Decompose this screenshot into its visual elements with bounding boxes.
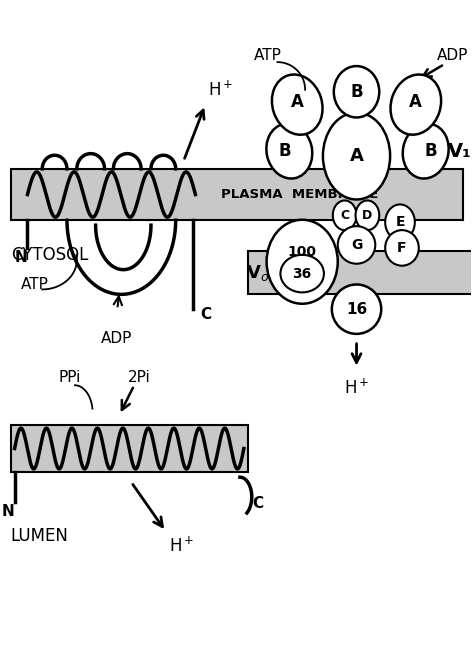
Text: F: F	[397, 241, 407, 255]
Text: V₁: V₁	[447, 141, 471, 160]
Bar	[10, 425, 248, 472]
Ellipse shape	[323, 112, 390, 199]
Bar	[248, 251, 473, 295]
Ellipse shape	[332, 284, 381, 334]
Text: D: D	[362, 209, 373, 222]
Text: B: B	[424, 142, 437, 160]
Text: N: N	[14, 251, 27, 265]
Text: 16: 16	[346, 302, 367, 317]
Ellipse shape	[333, 201, 356, 230]
Ellipse shape	[356, 201, 379, 230]
Text: 2Pi: 2Pi	[128, 370, 150, 385]
Text: ATP: ATP	[254, 47, 282, 63]
Text: C: C	[340, 209, 349, 222]
Text: B: B	[278, 142, 291, 160]
Text: C: C	[252, 496, 263, 511]
Text: A: A	[410, 93, 422, 110]
Text: CYTOSOL: CYTOSOL	[10, 246, 88, 264]
Text: ADP: ADP	[100, 331, 132, 346]
Ellipse shape	[281, 255, 324, 293]
Text: N: N	[1, 504, 14, 519]
Ellipse shape	[266, 123, 312, 178]
Ellipse shape	[385, 204, 415, 240]
Text: E: E	[395, 215, 405, 229]
Text: G: G	[351, 238, 362, 252]
Text: V$_o$: V$_o$	[246, 263, 269, 282]
Ellipse shape	[403, 123, 449, 178]
Text: ATP: ATP	[20, 277, 48, 292]
Ellipse shape	[391, 75, 441, 135]
Text: B: B	[350, 83, 363, 101]
Text: A: A	[350, 147, 364, 165]
Text: C: C	[201, 306, 211, 322]
Ellipse shape	[266, 220, 338, 304]
Ellipse shape	[272, 75, 323, 135]
Text: PLASMA  MEMBRANE: PLASMA MEMBRANE	[220, 188, 378, 201]
Ellipse shape	[338, 226, 375, 263]
Bar	[10, 169, 463, 220]
Ellipse shape	[334, 66, 379, 117]
Text: ADP: ADP	[437, 47, 468, 63]
Text: 100: 100	[288, 245, 317, 259]
Text: H$^+$: H$^+$	[208, 80, 234, 100]
Text: PPi: PPi	[59, 370, 81, 385]
Text: 36: 36	[292, 267, 312, 280]
Text: H$^+$: H$^+$	[344, 378, 369, 398]
Text: A: A	[291, 93, 304, 110]
Text: LUMEN: LUMEN	[10, 528, 69, 545]
Ellipse shape	[385, 230, 419, 265]
Text: H$^+$: H$^+$	[169, 537, 194, 556]
